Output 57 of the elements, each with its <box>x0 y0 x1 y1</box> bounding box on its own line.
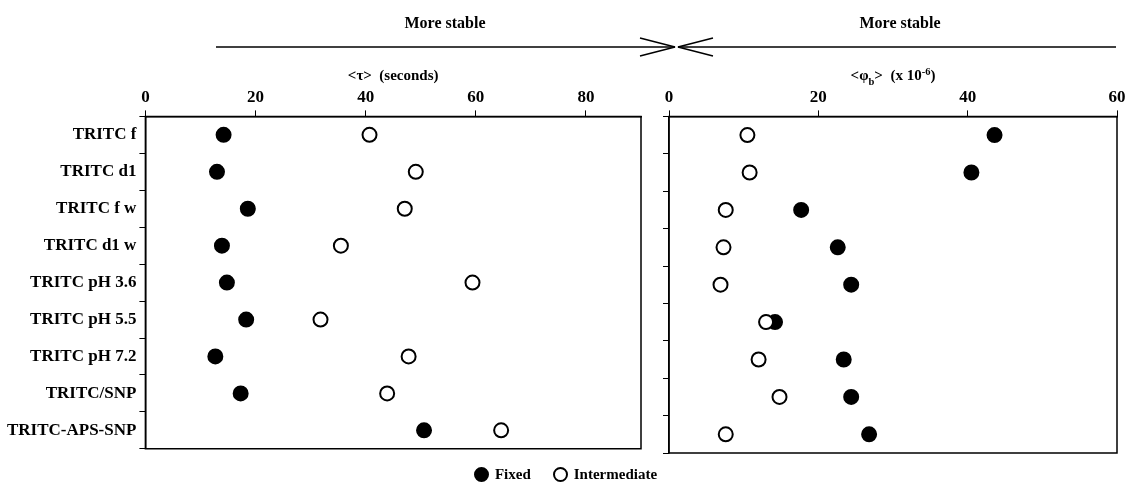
point <box>207 348 224 365</box>
point <box>793 201 810 218</box>
x-tick-label: 80 <box>577 86 595 106</box>
y-tick-label: TRITC pH 7.2 <box>30 345 137 365</box>
x-tick-label: 60 <box>1108 86 1126 106</box>
x-tick-label: 40 <box>959 86 977 106</box>
x-axis-title: <τ> (seconds) <box>347 67 439 84</box>
point <box>396 200 413 217</box>
y-tick-label: TRITC-APS-SNP <box>6 419 137 439</box>
point <box>379 385 396 402</box>
point <box>218 274 235 291</box>
point <box>717 201 734 218</box>
x-tick-label: 0 <box>664 86 674 106</box>
x-tick-label: 20 <box>809 86 827 106</box>
point <box>771 388 788 405</box>
point <box>717 426 734 443</box>
point <box>861 426 878 443</box>
point <box>715 239 732 256</box>
x-tick-label: 40 <box>357 86 375 106</box>
point <box>843 388 860 405</box>
x-tick-label: 20 <box>247 86 265 106</box>
point <box>750 351 767 368</box>
point <box>213 237 230 254</box>
text: More stable <box>858 14 942 32</box>
y-tick-label: TRITC pH 3.6 <box>30 271 137 291</box>
point <box>208 163 225 180</box>
point <box>843 276 860 293</box>
y-tick-label: TRITC pH 5.5 <box>30 308 137 328</box>
x-tick-label: 60 <box>467 86 485 106</box>
y-tick-label: TRITC d1 w <box>43 235 138 255</box>
point <box>493 422 510 439</box>
point <box>332 237 349 254</box>
point <box>741 164 758 181</box>
point <box>361 126 378 143</box>
y-tick-label: TRITC f <box>72 124 137 144</box>
text: More stable <box>403 14 487 32</box>
point <box>312 311 329 328</box>
point <box>963 164 980 181</box>
y-tick-label: TRITC f w <box>56 198 138 218</box>
legend-label: Intermediate <box>573 466 658 483</box>
point <box>215 126 232 143</box>
point <box>232 385 249 402</box>
point <box>407 163 424 180</box>
point <box>835 351 852 368</box>
point <box>829 239 846 256</box>
point <box>238 311 255 328</box>
point <box>416 422 433 439</box>
point <box>400 348 417 365</box>
y-tick-label: TRITC/SNP <box>45 382 137 402</box>
point <box>239 200 256 217</box>
x-tick-label: 0 <box>141 86 150 106</box>
y-tick-label: TRITC d1 <box>60 161 137 181</box>
legend-label: Fixed <box>494 466 531 483</box>
point <box>986 127 1003 144</box>
point <box>739 127 756 144</box>
point <box>464 274 481 291</box>
point <box>712 276 729 293</box>
